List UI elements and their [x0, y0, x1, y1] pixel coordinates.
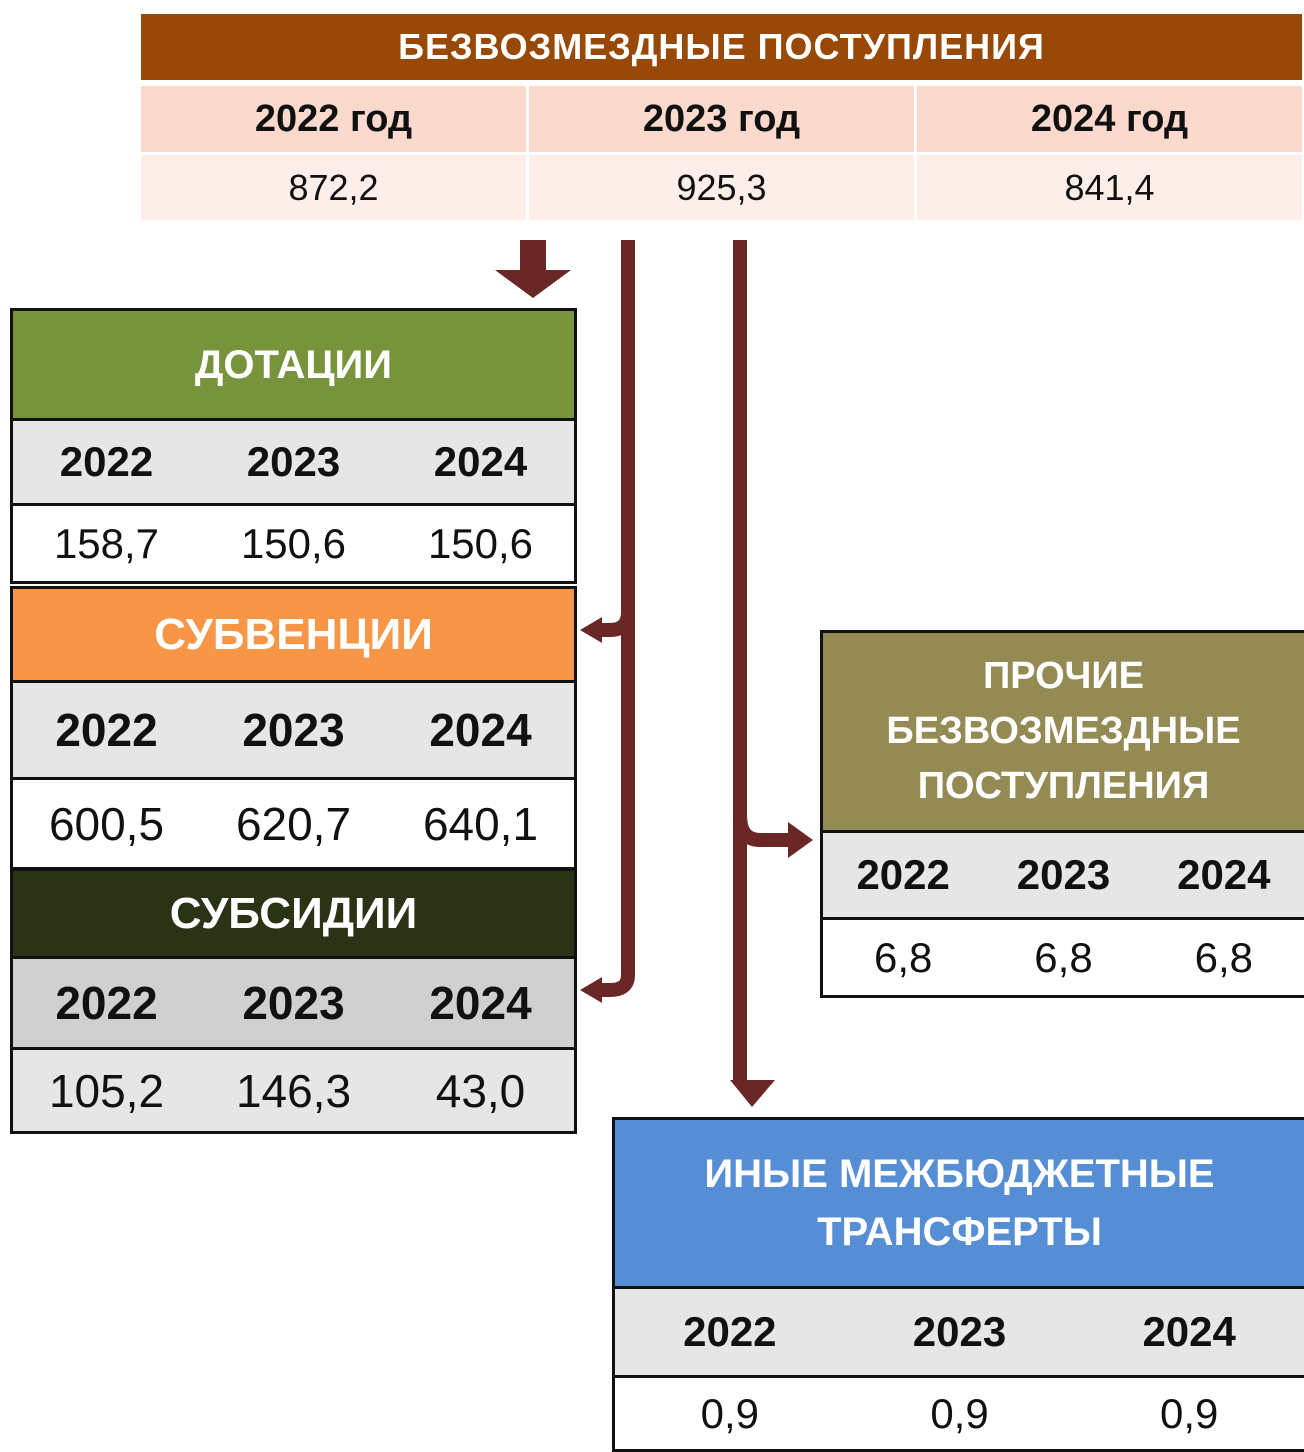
column-label: 2023: [912, 1308, 1007, 1355]
value: 620,7: [235, 797, 352, 850]
column-label: 2023 год: [529, 86, 914, 152]
header-title: БЕЗВОЗМЕЗДНЫЕ ПОСТУПЛЕНИЯ: [141, 14, 1302, 80]
block-columns: 2022 2023 2024: [615, 1289, 1304, 1378]
block-dotacii: ДОТАЦИИ 2022 2023 2024 158,7 150,6 150,6: [10, 308, 577, 584]
column-label: 2024: [1142, 1308, 1236, 1355]
column-label: 2023: [242, 977, 345, 1029]
column-label: 2022: [856, 851, 950, 898]
column-label: 2023: [242, 704, 345, 756]
value: 600,5: [48, 797, 165, 850]
value: 43,0: [435, 1064, 526, 1117]
value: 0,9: [930, 1389, 989, 1437]
header-columns: 2022 год 2023 год 2024 год: [141, 86, 1302, 152]
value: 146,3: [235, 1064, 352, 1117]
header-table: БЕЗВОЗМЕЗДНЫЕ ПОСТУПЛЕНИЯ 2022 год 2023 …: [141, 14, 1302, 220]
arrowhead: [788, 822, 813, 858]
column-label: 2022: [59, 438, 154, 485]
block-title: СУБСИДИИ: [13, 871, 574, 959]
value: 150,6: [427, 519, 534, 567]
column-label: 2022 год: [141, 86, 526, 152]
value: 0,9: [1159, 1389, 1219, 1437]
connector: [600, 611, 635, 637]
block-subvencii: СУБВЕНЦИИ 2022 2023 2024 600,5 620,7 640,1: [10, 586, 577, 870]
column-label: 2024: [429, 977, 532, 1029]
block-inye: ИНЫЕ МЕЖБЮДЖЕТНЫЕ ТРАНСФЕРТЫ 2022 2023 202…: [612, 1117, 1304, 1452]
arrowhead: [730, 1080, 775, 1107]
connector: [733, 814, 790, 847]
value: 105,2: [48, 1064, 165, 1117]
block-columns: 2022 2023 2024: [13, 959, 574, 1050]
block-prochie: ПРОЧИЕ БЕЗВОЗМЕЗДНЫЕ ПОСТУПЛЕНИЯ 2022 202…: [820, 630, 1304, 998]
value: 925,3: [529, 155, 914, 220]
column-label: 2022: [55, 977, 158, 1029]
block-title: ИНЫЕ МЕЖБЮДЖЕТНЫЕ ТРАНСФЕРТЫ: [615, 1120, 1304, 1289]
column-label: 2023: [246, 438, 341, 485]
arrow: [520, 240, 546, 270]
value: 841,4: [917, 155, 1302, 220]
block-values: 6,8 6,8 6,8: [823, 920, 1304, 995]
connector: [600, 240, 635, 997]
block-title: СУБВЕНЦИИ: [13, 589, 574, 683]
value: 872,2: [141, 155, 526, 220]
block-columns: 2022 2023 2024: [13, 421, 574, 506]
header-values: 872,2 925,3 841,4: [141, 155, 1302, 220]
column-label: 2024 год: [917, 86, 1302, 152]
block-values: 0,9 0,9 0,9: [615, 1378, 1304, 1449]
value: 6,8: [873, 933, 933, 981]
block-title: ДОТАЦИИ: [13, 311, 574, 421]
value: 0,9: [700, 1389, 760, 1437]
value: 6,8: [1034, 933, 1093, 981]
column-label: 2024: [429, 704, 532, 756]
block-title: ПРОЧИЕ БЕЗВОЗМЕЗДНЫЕ ПОСТУПЛЕНИЯ: [823, 633, 1304, 833]
block-values: 158,7 150,6 150,6: [13, 506, 574, 581]
arrowhead: [580, 977, 602, 1003]
column-label: 2022: [683, 1308, 777, 1355]
column-label: 2022: [55, 704, 158, 756]
block-values: 105,2 146,3 43,0: [13, 1050, 574, 1131]
value: 640,1: [422, 797, 539, 850]
arrowhead: [580, 617, 602, 643]
block-columns: 2022 2023 2024: [13, 683, 574, 780]
column-label: 2024: [433, 438, 528, 485]
block-subsidii: СУБСИДИИ 2022 2023 2024 105,2 146,3 43,0: [10, 868, 577, 1134]
value: 150,6: [240, 519, 347, 567]
value: 6,8: [1194, 933, 1254, 981]
column-label: 2024: [1177, 851, 1271, 898]
value: 158,7: [53, 519, 160, 567]
block-columns: 2022 2023 2024: [823, 833, 1304, 920]
arrow: [495, 270, 571, 298]
column-label: 2023: [1016, 851, 1111, 898]
block-values: 600,5 620,7 640,1: [13, 780, 574, 867]
